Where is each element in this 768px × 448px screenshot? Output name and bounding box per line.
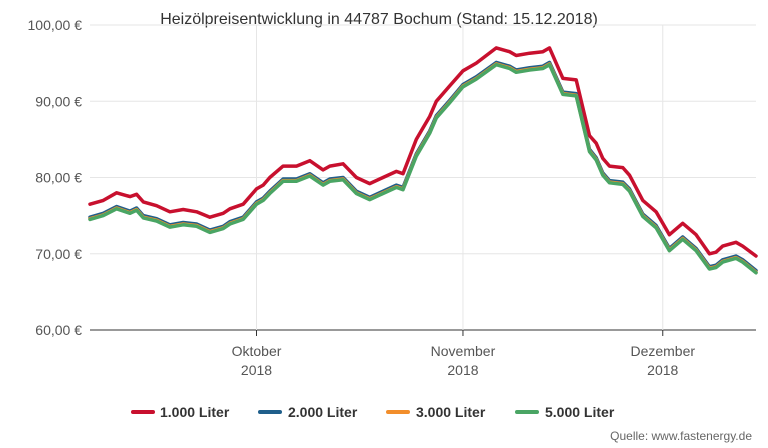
legend: 1.000 Liter 2.000 Liter 3.000 Liter 5.000 L… (131, 404, 615, 420)
x-tick-label-month: Oktober (232, 343, 282, 359)
x-axis: Oktober 2018 November 2018 Dezember 2018 (232, 330, 695, 378)
x-tick-label-year: 2018 (241, 362, 272, 378)
source-credit: Quelle: www.fastenergy.de (610, 429, 752, 443)
x-tick-label-month: November (431, 343, 496, 359)
y-tick-label: 60,00 € (35, 322, 82, 338)
legend-label-3000-liter: 3.000 Liter (416, 404, 486, 420)
legend-label-1000-liter: 1.000 Liter (160, 404, 230, 420)
x-tick-label-year: 2018 (647, 362, 678, 378)
series-line-5000-liter (88, 62, 758, 275)
x-tick-label-month: Dezember (630, 343, 695, 359)
y-tick-label: 90,00 € (35, 93, 82, 109)
series-lines (88, 46, 758, 275)
legend-label-5000-liter: 5.000 Liter (545, 404, 615, 420)
y-tick-label: 80,00 € (35, 170, 82, 186)
chart-grid (90, 24, 756, 331)
x-tick-label-year: 2018 (447, 362, 478, 378)
series-line-1000-liter (88, 46, 758, 258)
series-line-2000-liter (88, 60, 758, 273)
series-line-3000-liter (88, 62, 758, 274)
legend-label-2000-liter: 2.000 Liter (288, 404, 358, 420)
chart-title: Heizölpreisentwicklung in 44787 Bochum (… (160, 11, 598, 28)
y-tick-label: 70,00 € (35, 246, 82, 262)
y-axis: 60,00 € 70,00 € 80,00 € 90,00 € 100,00 € (28, 17, 83, 338)
y-tick-label: 100,00 € (28, 17, 83, 33)
